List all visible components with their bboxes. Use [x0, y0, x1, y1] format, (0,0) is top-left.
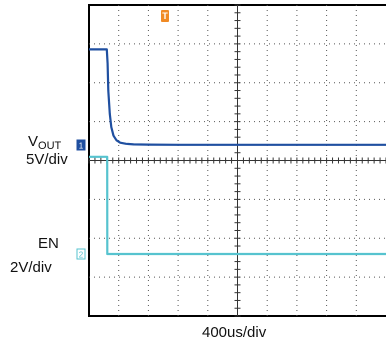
en-scale-label: 2V/div [10, 259, 52, 276]
channel-marker-vout [76, 139, 86, 151]
trigger-marker [161, 10, 169, 22]
vout-label-sub: OUT [38, 140, 62, 152]
en-label: EN [38, 235, 59, 252]
trigger-marker-label: T [162, 11, 168, 21]
vout-label: VOUT [28, 134, 61, 154]
vout-scale-label: 5V/div [26, 151, 68, 168]
channel-marker-label: 1 [79, 142, 84, 151]
channel-marker-label: 2 [79, 251, 84, 260]
vout-label-main: V [28, 133, 39, 150]
x-axis-scale-label: 400us/div [202, 324, 267, 341]
channel-marker-en [76, 248, 86, 260]
trace-en [89, 155, 386, 256]
trace-vout [89, 48, 386, 146]
